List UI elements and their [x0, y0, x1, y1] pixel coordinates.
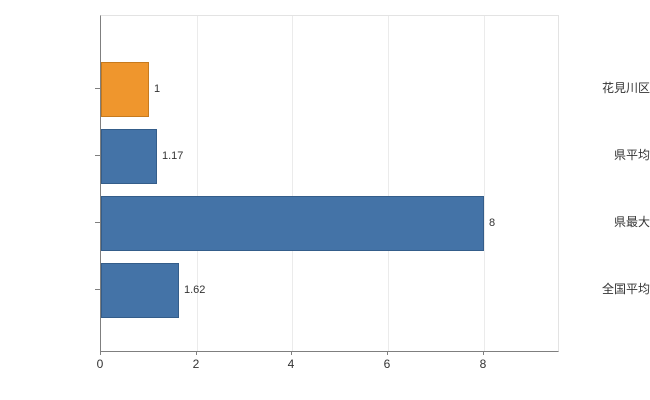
bar-value-label: 1.62: [184, 284, 206, 296]
bar-3: [101, 262, 179, 318]
x-axis-tick-label: 6: [383, 357, 391, 371]
y-axis-tick: [95, 289, 100, 290]
x-axis-tick-label: 0: [96, 357, 104, 371]
bar-2: [101, 195, 484, 251]
category-label: 全国平均: [601, 282, 650, 296]
x-axis-tick: [291, 351, 292, 355]
y-axis-tick: [95, 222, 100, 223]
y-axis-tick: [95, 155, 100, 156]
y-axis-tick: [95, 88, 100, 89]
x-axis-tick: [100, 351, 101, 355]
x-axis-tick-label: 4: [287, 357, 295, 371]
bar-0: [101, 61, 149, 117]
x-axis-tick-label: 8: [479, 357, 487, 371]
x-axis-tick: [387, 351, 388, 355]
x-axis-tick-label: 2: [192, 357, 200, 371]
gridline: [484, 16, 485, 351]
category-label: 県平均: [613, 148, 650, 162]
category-label: 県最大: [613, 215, 650, 229]
plot-area: 1 1.17 8 1.62: [100, 15, 559, 352]
gridline: [197, 16, 198, 351]
x-axis-tick: [196, 351, 197, 355]
bar-value-label: 8: [489, 217, 496, 229]
bar-value-label: 1.17: [162, 150, 184, 162]
bar-1: [101, 128, 157, 184]
category-label: 花見川区: [601, 81, 650, 95]
bar-value-label: 1: [154, 83, 161, 95]
gridline: [292, 16, 293, 351]
x-axis-tick: [483, 351, 484, 355]
gridline: [388, 16, 389, 351]
